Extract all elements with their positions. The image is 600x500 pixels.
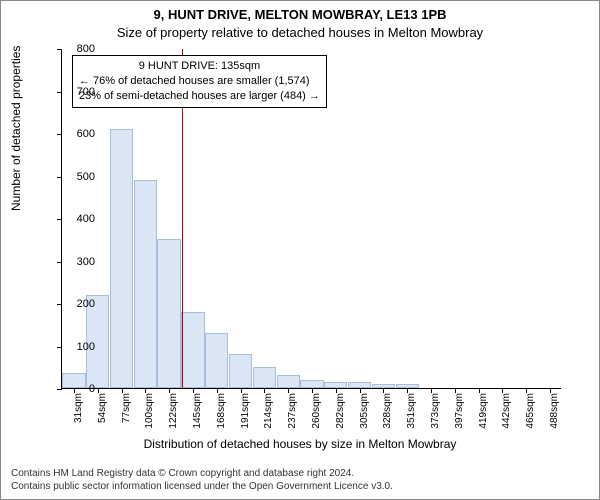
x-tick-label: 168sqm bbox=[216, 393, 227, 433]
chart-title-sub: Size of property relative to detached ho… bbox=[1, 25, 599, 40]
histogram-bar bbox=[277, 375, 300, 388]
y-tick-label: 400 bbox=[59, 213, 95, 225]
x-tick-label: 465sqm bbox=[525, 393, 536, 433]
chart-title-main: 9, HUNT DRIVE, MELTON MOWBRAY, LE13 1PB bbox=[1, 7, 599, 22]
x-tick-label: 419sqm bbox=[478, 393, 489, 433]
x-tick-label: 305sqm bbox=[359, 393, 370, 433]
x-tick-label: 237sqm bbox=[287, 393, 298, 433]
y-tick-label: 700 bbox=[59, 86, 95, 98]
x-tick-label: 488sqm bbox=[549, 393, 560, 433]
histogram-bar bbox=[110, 129, 133, 388]
x-tick-label: 373sqm bbox=[430, 393, 441, 433]
histogram-bar bbox=[300, 380, 323, 389]
x-tick-label: 328sqm bbox=[382, 393, 393, 433]
y-tick-label: 500 bbox=[59, 171, 95, 183]
histogram-bar bbox=[253, 367, 276, 388]
y-tick-label: 200 bbox=[59, 298, 95, 310]
chart-container: 9, HUNT DRIVE, MELTON MOWBRAY, LE13 1PB … bbox=[0, 0, 600, 500]
x-tick-label: 260sqm bbox=[311, 393, 322, 433]
y-tick-label: 600 bbox=[59, 128, 95, 140]
annotation-line2: ← 76% of detached houses are smaller (1,… bbox=[79, 74, 320, 89]
plot-area: 9 HUNT DRIVE: 135sqm← 76% of detached ho… bbox=[61, 49, 561, 389]
attribution-line2: Contains public sector information licen… bbox=[11, 480, 393, 493]
x-tick-label: 191sqm bbox=[240, 393, 251, 433]
x-axis-label: Distribution of detached houses by size … bbox=[1, 437, 599, 451]
y-axis-label: Number of detached properties bbox=[9, 46, 23, 211]
x-tick-label: 31sqm bbox=[73, 393, 84, 433]
histogram-bar bbox=[181, 312, 204, 389]
y-tick-label: 100 bbox=[59, 341, 95, 353]
x-tick-label: 77sqm bbox=[121, 393, 132, 433]
attribution-line1: Contains HM Land Registry data © Crown c… bbox=[11, 467, 393, 480]
x-tick-label: 122sqm bbox=[168, 393, 179, 433]
x-tick-label: 351sqm bbox=[406, 393, 417, 433]
histogram-bar bbox=[134, 180, 157, 388]
annotation-line1: 9 HUNT DRIVE: 135sqm bbox=[79, 59, 320, 74]
annotation-line3: 23% of semi-detached houses are larger (… bbox=[79, 89, 320, 104]
x-tick-label: 282sqm bbox=[335, 393, 346, 433]
histogram-bar bbox=[229, 354, 252, 388]
x-tick-label: 100sqm bbox=[144, 393, 155, 433]
x-tick-label: 214sqm bbox=[263, 393, 274, 433]
annotation-box: 9 HUNT DRIVE: 135sqm← 76% of detached ho… bbox=[72, 55, 327, 108]
histogram-bar bbox=[157, 239, 180, 388]
x-tick-label: 145sqm bbox=[192, 393, 203, 433]
y-tick-label: 800 bbox=[59, 43, 95, 55]
x-tick-label: 54sqm bbox=[97, 393, 108, 433]
histogram-bar bbox=[205, 333, 228, 388]
x-tick-label: 442sqm bbox=[501, 393, 512, 433]
attribution-text: Contains HM Land Registry data © Crown c… bbox=[11, 467, 393, 493]
y-tick-label: 300 bbox=[59, 256, 95, 268]
x-tick-label: 397sqm bbox=[454, 393, 465, 433]
